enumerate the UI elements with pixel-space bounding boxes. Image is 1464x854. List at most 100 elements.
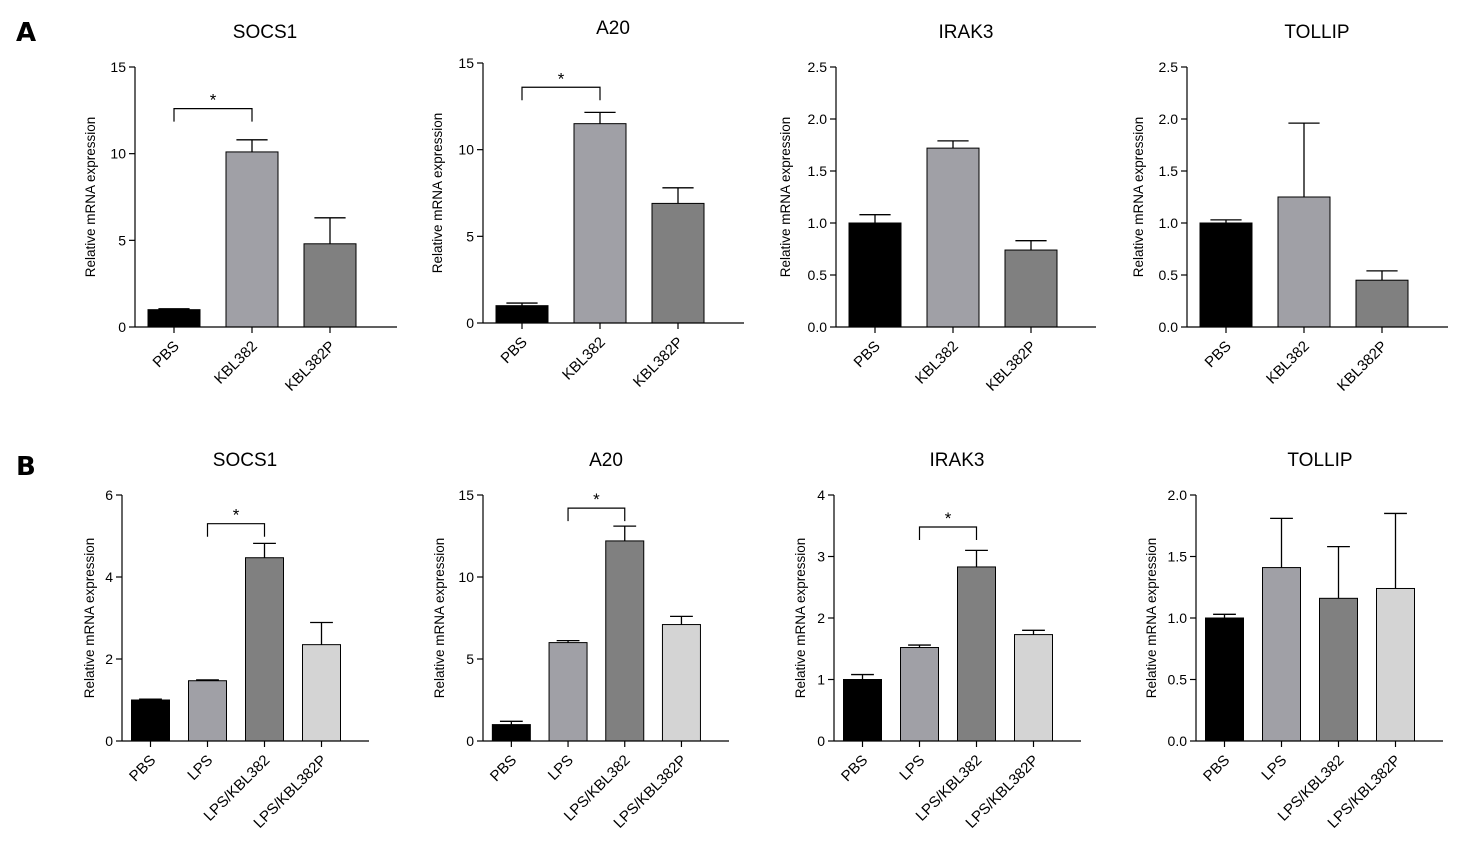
y-tick-label: 5 (466, 651, 474, 667)
bar-kbl382p (651, 202, 705, 324)
bar-lps-kbl382p (1376, 587, 1415, 742)
y-tick-label: 5 (118, 232, 126, 248)
significance-marker: * (558, 69, 565, 88)
bar-kbl382p (1355, 279, 1409, 328)
y-tick-label: 0.5 (808, 267, 828, 283)
bar-pbs (843, 679, 882, 742)
panel-label-a: A (16, 18, 36, 48)
y-axis-label: Relative mRNA expression (778, 117, 793, 278)
chart-a-tollip: TOLLIP Relative mRNA expression PBS KBL382 K… (1131, 22, 1448, 395)
y-tick-label: 0 (105, 733, 113, 749)
y-tick-label: 2.5 (1159, 59, 1179, 75)
y-axis-label: Relative mRNA expression (83, 117, 98, 278)
chart-title: IRAK3 (939, 22, 994, 43)
chart-a-socs1: SOCS1 Relative mRNA expression PBS KBL382 KB… (83, 22, 397, 395)
x-tick-label: PBS (1202, 338, 1235, 371)
x-tick-label: KBL382P (282, 338, 339, 395)
bar-pbs (1199, 222, 1253, 328)
y-tick-label: 1.5 (1168, 549, 1188, 565)
bar-lps-kbl382p (1014, 634, 1053, 742)
x-tick-label: LPS (545, 752, 577, 784)
y-tick-label: 1.0 (808, 215, 828, 231)
y-tick-label: 1.0 (1159, 215, 1179, 231)
x-tick-label: PBS (150, 338, 183, 371)
bar-kbl382 (1277, 196, 1331, 328)
y-tick-label: 0 (817, 733, 825, 749)
bar-lps (188, 680, 227, 742)
significance-bracket (206, 523, 266, 537)
y-tick-label: 2 (817, 610, 825, 626)
bar-lps-kbl382p (302, 644, 341, 742)
y-tick-label: 1 (817, 672, 825, 688)
chart-a-irak3: IRAK3 Relative mRNA expression PBS KBL382 KB… (778, 22, 1096, 395)
chart-title: IRAK3 (930, 450, 985, 471)
y-tick-label: 15 (458, 55, 474, 71)
x-tick-label: LPS (184, 752, 216, 784)
y-tick-label: 2.0 (1168, 487, 1188, 503)
bar-kbl382 (926, 147, 980, 328)
x-tick-label: PBS (838, 752, 871, 785)
y-axis-label: Relative mRNA expression (432, 538, 447, 699)
panel-label-b: B (16, 452, 36, 482)
bar-lps-kbl382p (661, 624, 701, 742)
significance-marker: * (233, 506, 240, 525)
y-tick-label: 0.0 (1168, 733, 1188, 749)
x-tick-label: PBS (498, 334, 531, 367)
y-axis-label: Relative mRNA expression (82, 538, 97, 699)
y-tick-label: 0 (118, 319, 126, 335)
y-tick-label: 0 (466, 733, 474, 749)
y-tick-label: 2 (105, 651, 113, 667)
y-tick-label: 10 (458, 142, 474, 158)
chart-a-a20: A20 Relative mRNA expression PBS KBL382 KBL3… (430, 18, 744, 391)
y-axis-label: Relative mRNA expression (430, 113, 445, 274)
y-tick-label: 4 (105, 569, 113, 585)
significance-marker: * (593, 490, 600, 509)
bar-lps (1262, 567, 1301, 742)
bar-pbs (131, 699, 170, 742)
significance-bracket (567, 507, 626, 522)
bar-lps-kbl382 (1319, 597, 1358, 742)
bar-lps (900, 647, 939, 742)
x-tick-label: PBS (487, 752, 520, 785)
y-tick-label: 1.5 (1159, 163, 1179, 179)
bar-lps-kbl382 (605, 540, 645, 742)
chart-title: SOCS1 (213, 450, 277, 471)
x-tick-label: KBL382 (1263, 338, 1313, 388)
y-tick-label: 2.5 (808, 59, 828, 75)
bar-pbs (848, 222, 902, 328)
y-tick-label: 3 (817, 549, 825, 565)
significance-bracket (918, 526, 978, 540)
bar-kbl382p (1004, 249, 1058, 328)
bar-lps-kbl382 (245, 557, 284, 742)
x-tick-label: LPS (1258, 752, 1290, 784)
y-tick-label: 4 (817, 487, 825, 503)
x-tick-label: KBL382 (912, 338, 962, 388)
bar-kbl382 (225, 151, 279, 328)
bar-lps-kbl382 (957, 566, 996, 742)
chart-title: TOLLIP (1287, 450, 1352, 471)
y-tick-label: 10 (458, 569, 474, 585)
x-tick-label: KBL382P (983, 338, 1040, 395)
y-tick-label: 10 (110, 146, 126, 162)
bar-pbs (491, 724, 531, 742)
significance-marker: * (210, 91, 217, 110)
x-tick-label: PBS (1200, 752, 1233, 785)
charts-container: SOCS1 Relative mRNA expression PBS KBL382 KB… (82, 18, 1448, 832)
y-tick-label: 0.0 (808, 319, 828, 335)
significance-bracket (173, 108, 253, 122)
significance-marker: * (945, 509, 952, 528)
chart-title: TOLLIP (1284, 22, 1349, 43)
chart-title: A20 (596, 18, 630, 39)
bar-lps (548, 642, 588, 742)
bar-kbl382 (573, 123, 627, 324)
bar-pbs (147, 309, 201, 328)
y-tick-label: 0 (466, 315, 474, 331)
chart-title: SOCS1 (233, 22, 297, 43)
y-axis-label: Relative mRNA expression (1131, 117, 1146, 278)
x-tick-label: KBL382 (211, 338, 261, 388)
